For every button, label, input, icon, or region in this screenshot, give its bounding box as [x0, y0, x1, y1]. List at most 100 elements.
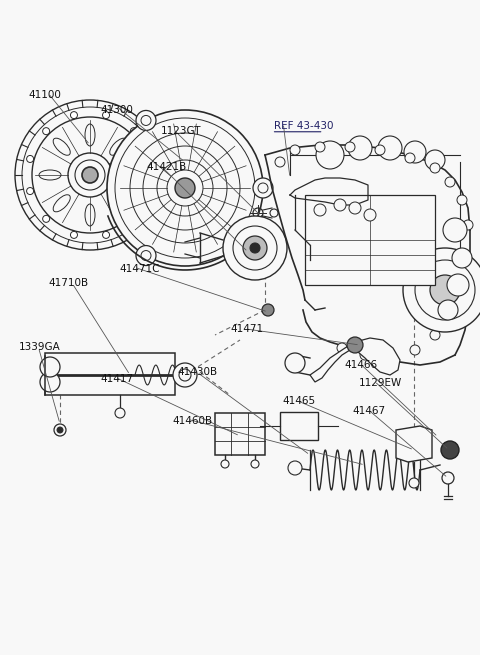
Circle shape [375, 145, 385, 155]
Circle shape [243, 236, 267, 260]
Text: 41471C: 41471C [119, 263, 159, 274]
Circle shape [447, 274, 469, 296]
Text: 41471: 41471 [230, 324, 264, 335]
Ellipse shape [53, 138, 70, 155]
Circle shape [26, 187, 34, 195]
Circle shape [425, 150, 445, 170]
Bar [45, 353, 175, 395]
Text: 41710B: 41710B [48, 278, 88, 288]
Bar [215, 413, 265, 455]
Text: 1339GA: 1339GA [19, 342, 61, 352]
Polygon shape [396, 426, 432, 462]
Circle shape [68, 153, 112, 197]
Text: 41300: 41300 [101, 105, 133, 115]
Circle shape [173, 363, 197, 387]
Bar [280, 412, 318, 440]
Circle shape [54, 424, 66, 436]
Circle shape [43, 215, 49, 222]
Circle shape [452, 248, 472, 268]
Circle shape [316, 141, 344, 169]
Circle shape [253, 178, 273, 198]
Circle shape [409, 478, 419, 488]
Text: 41417: 41417 [101, 373, 134, 384]
Circle shape [270, 209, 278, 217]
Circle shape [131, 128, 137, 135]
Ellipse shape [85, 124, 95, 146]
Circle shape [378, 136, 402, 160]
Circle shape [462, 255, 472, 265]
Circle shape [430, 330, 440, 340]
Circle shape [15, 100, 165, 250]
Circle shape [441, 441, 459, 459]
Circle shape [32, 117, 148, 233]
Circle shape [290, 145, 300, 155]
Ellipse shape [53, 195, 70, 212]
Circle shape [404, 141, 426, 163]
Text: 41466: 41466 [345, 360, 378, 370]
Text: 41460B: 41460B [173, 415, 213, 426]
Circle shape [57, 427, 63, 433]
Circle shape [405, 153, 415, 163]
Circle shape [360, 350, 370, 360]
Circle shape [103, 111, 109, 119]
Ellipse shape [39, 170, 61, 180]
Text: 1123GT: 1123GT [161, 126, 201, 136]
Circle shape [445, 177, 455, 187]
Circle shape [457, 195, 467, 205]
Circle shape [430, 275, 460, 305]
Circle shape [103, 231, 109, 238]
Circle shape [445, 310, 455, 320]
Circle shape [403, 248, 480, 332]
Circle shape [221, 460, 229, 468]
Circle shape [349, 202, 361, 214]
Circle shape [410, 345, 420, 355]
Circle shape [348, 136, 372, 160]
Circle shape [288, 461, 302, 475]
Circle shape [347, 337, 363, 353]
Text: 41430B: 41430B [178, 367, 218, 377]
Circle shape [430, 163, 440, 173]
Bar [305, 195, 435, 285]
Circle shape [107, 110, 263, 266]
Circle shape [443, 218, 467, 242]
Polygon shape [310, 338, 400, 382]
Text: REF 43-430: REF 43-430 [274, 121, 333, 131]
Circle shape [314, 204, 326, 216]
Circle shape [136, 111, 156, 130]
Text: 41467: 41467 [353, 406, 386, 417]
Circle shape [250, 243, 260, 253]
Circle shape [285, 353, 305, 373]
Ellipse shape [119, 170, 141, 180]
Ellipse shape [110, 138, 127, 155]
Circle shape [131, 215, 137, 222]
Circle shape [442, 472, 454, 484]
Circle shape [175, 178, 195, 198]
Circle shape [26, 155, 34, 162]
Ellipse shape [85, 204, 95, 226]
Text: 41100: 41100 [29, 90, 61, 100]
Ellipse shape [110, 195, 127, 212]
Circle shape [40, 357, 60, 377]
Circle shape [455, 285, 465, 295]
Circle shape [43, 128, 49, 135]
Circle shape [71, 111, 77, 119]
Circle shape [146, 155, 154, 162]
Text: 41421B: 41421B [146, 162, 187, 172]
Circle shape [40, 372, 60, 392]
Circle shape [251, 460, 259, 468]
Circle shape [364, 209, 376, 221]
Circle shape [115, 408, 125, 418]
Circle shape [315, 142, 325, 152]
Circle shape [385, 355, 395, 365]
Circle shape [345, 142, 355, 152]
Circle shape [82, 167, 98, 183]
Text: 1129EW: 1129EW [359, 378, 402, 388]
Circle shape [71, 231, 77, 238]
Circle shape [223, 216, 287, 280]
Circle shape [337, 343, 347, 353]
Circle shape [463, 220, 473, 230]
Circle shape [275, 157, 285, 167]
Circle shape [262, 304, 274, 316]
Circle shape [136, 246, 156, 265]
Circle shape [438, 300, 458, 320]
